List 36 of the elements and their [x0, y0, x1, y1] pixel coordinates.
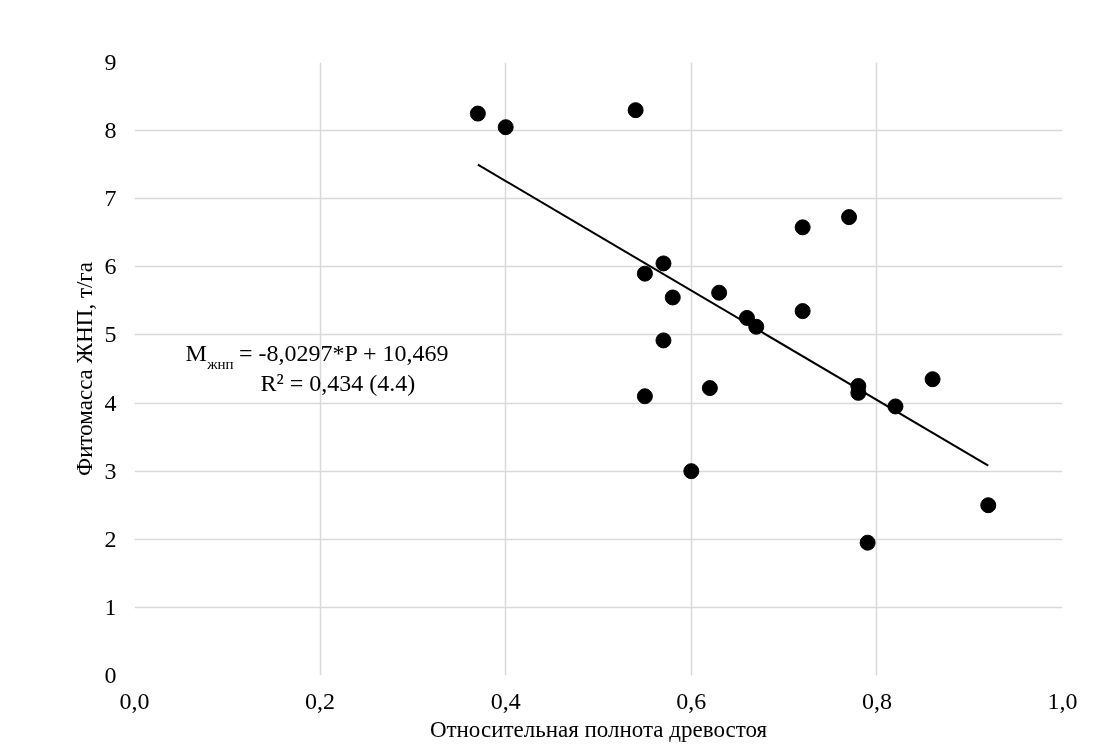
x-tick-label: 0,4: [490, 687, 521, 714]
x-tick-label: 0,6: [676, 687, 707, 714]
point: [469, 105, 486, 122]
x-tick-label: 1,0: [1047, 687, 1078, 714]
point: [683, 463, 700, 480]
y-tick-label: 3: [104, 457, 117, 484]
y-tick-label: 1: [104, 593, 117, 620]
y-tick-label: 8: [104, 117, 117, 144]
point: [655, 255, 672, 272]
y-tick-label: 5: [104, 321, 117, 348]
annotation: R² = 0,434 (4.4): [260, 369, 416, 396]
y-tick-label: 2: [104, 525, 117, 552]
point: [627, 102, 644, 119]
y-tick-label: 0: [104, 662, 117, 688]
point: [701, 380, 718, 397]
x-tick-label: 0,8: [861, 687, 892, 714]
x-tick-label: 0,0: [119, 687, 150, 714]
point: [636, 265, 653, 282]
y-tick-label: 6: [104, 253, 117, 280]
point: [859, 534, 876, 551]
point: [664, 289, 681, 306]
point: [841, 209, 858, 226]
point: [924, 371, 941, 388]
point: [636, 388, 653, 405]
y-axis-title: Фитомасса ЖНП, т/га: [71, 262, 97, 476]
y-tick-label: 7: [104, 185, 117, 212]
x-axis-title: Относительная полнота древостоя: [429, 716, 768, 742]
point: [711, 284, 728, 301]
point: [497, 119, 514, 136]
y-tick-label: 4: [104, 389, 117, 416]
point: [655, 332, 672, 349]
point: [794, 219, 811, 236]
point: [980, 497, 997, 514]
x-tick-label: 0,2: [305, 687, 336, 714]
y-tick-label: 9: [104, 49, 117, 75]
point: [794, 303, 811, 320]
